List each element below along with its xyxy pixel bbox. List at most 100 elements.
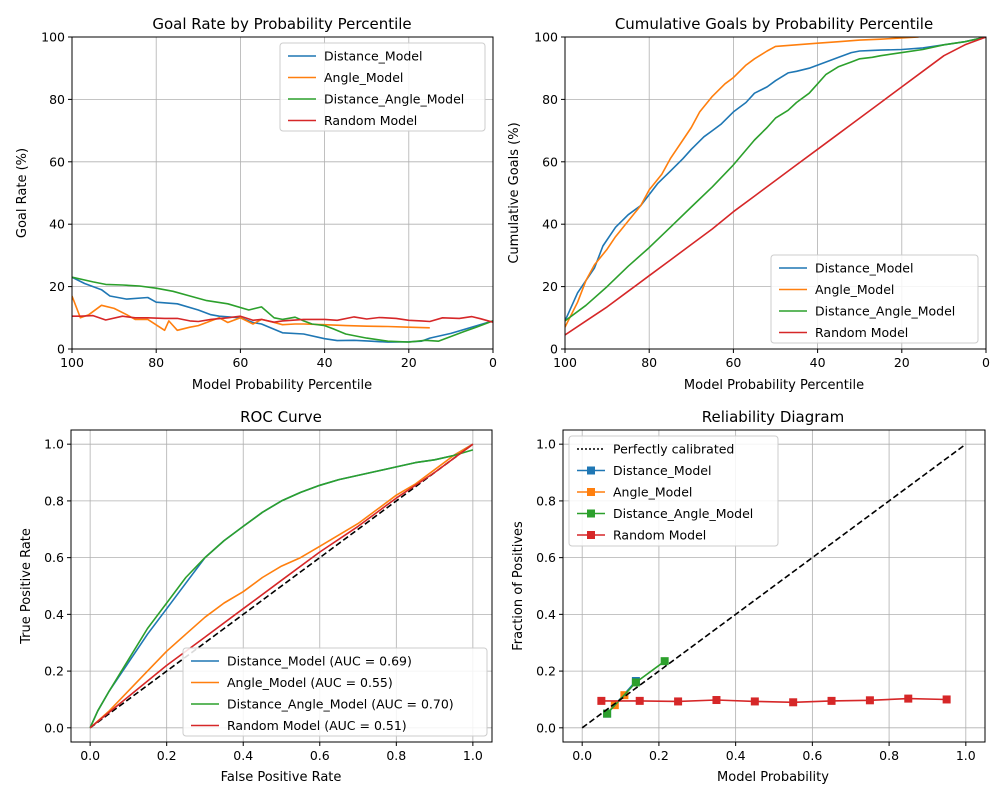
legend-item: Distance_Angle_Model xyxy=(779,304,955,319)
y-tick-label: 40 xyxy=(542,217,558,232)
data-point xyxy=(635,696,644,705)
legend-label: Distance_Model xyxy=(815,261,913,276)
legend-label: Distance_Angle_Model xyxy=(613,506,753,521)
legend-label: Angle_Model xyxy=(815,282,894,297)
data-layer xyxy=(565,37,986,336)
legend-label: Distance_Angle_Model (AUC = 0.70) xyxy=(227,697,454,712)
legend-label: Angle_Model xyxy=(613,485,692,500)
cumulative-goals-panel: 100 80 60 40 20 0 0 20 40 60 80 100 Distance_Model An… xyxy=(507,15,990,393)
y-tick-label: 0.4 xyxy=(536,607,556,622)
panel-title: Cumulative Goals by Probability Percenti… xyxy=(615,15,933,33)
plot-area: 100 80 60 40 20 0 0 20 40 60 80 100 Distance_Model An… xyxy=(534,30,990,371)
legend: Distance_Model Angle_Model Distance_Angle_… xyxy=(279,42,486,132)
legend-frame xyxy=(279,42,486,132)
y-tick-label: 0 xyxy=(57,342,65,357)
legend-marker xyxy=(587,531,595,539)
legend-label: Distance_Model (AUC = 0.69) xyxy=(227,654,412,669)
legend-item: Distance_Angle_Model (AUC = 0.70) xyxy=(191,697,454,712)
y-tick-label: 100 xyxy=(534,30,558,45)
y-tick-label: 0.2 xyxy=(536,664,556,679)
x-axis-label: Model Probability xyxy=(717,770,829,785)
legend-item: Random Model xyxy=(288,113,417,128)
data-point xyxy=(631,678,640,687)
y-tick-label: 0.0 xyxy=(44,720,64,735)
legend-label: Perfectly calibrated xyxy=(613,442,734,457)
chance-diagonal xyxy=(89,443,474,729)
series-line xyxy=(72,314,493,324)
legend-item: Distance_Angle_Model xyxy=(288,92,464,107)
y-tick-label: 0.0 xyxy=(536,720,556,735)
roc-curve-panel: 0.0 0.2 0.4 0.6 0.8 1.0 0.0 0.2 0.4 0.6 0.8 1.0 Dist… xyxy=(19,408,493,785)
x-tick-label: 0.4 xyxy=(726,748,746,763)
legend-item: Random Model xyxy=(779,325,908,340)
panel-title: Goal Rate by Probability Percentile xyxy=(152,15,411,33)
y-axis-label: Cumulative Goals (%) xyxy=(507,122,522,263)
series-line xyxy=(565,37,919,328)
y-tick-label: 0.2 xyxy=(44,664,64,679)
x-tick-label: 40 xyxy=(810,355,826,370)
legend-label: Random Model xyxy=(613,528,706,543)
legend: Distance_Model (AUC = 0.69) Angle_Model (… xyxy=(182,647,488,737)
series-line xyxy=(89,443,474,729)
legend-item: Random Model xyxy=(577,528,706,543)
x-tick-label: 0 xyxy=(489,355,497,370)
series-line xyxy=(601,697,947,704)
plot-area: 0.0 0.2 0.4 0.6 0.8 1.0 0.0 0.2 0.4 0.6 0.8 1.0 Dist… xyxy=(44,429,493,763)
legend-label: Distance_Angle_Model xyxy=(324,92,464,107)
series-line xyxy=(565,37,986,322)
x-tick-label: 60 xyxy=(725,355,741,370)
legend-marker xyxy=(587,488,595,496)
axes-frame xyxy=(564,36,987,350)
legend-item: Perfectly calibrated xyxy=(577,442,734,457)
series-line xyxy=(89,443,474,729)
y-tick-label: 20 xyxy=(49,279,65,294)
data-point xyxy=(827,696,836,705)
y-tick-label: 40 xyxy=(49,217,65,232)
legend-item: Distance_Model xyxy=(779,261,913,276)
data-point xyxy=(712,696,721,705)
y-tick-label: 80 xyxy=(49,92,65,107)
y-tick-label: 0.8 xyxy=(536,493,556,508)
y-tick-label: 0 xyxy=(550,342,558,357)
data-point xyxy=(789,698,798,707)
legend-item: Distance_Model xyxy=(288,49,422,64)
legend-label: Distance_Angle_Model xyxy=(815,304,955,319)
legend-frame xyxy=(568,435,779,547)
panel-title: ROC Curve xyxy=(240,408,322,426)
axes-frame xyxy=(71,36,494,350)
series-line xyxy=(565,37,986,322)
x-tick-label: 0.0 xyxy=(80,748,100,763)
data-layer xyxy=(72,276,493,343)
legend-item: Distance_Model xyxy=(577,463,711,478)
x-tick-label: 0.4 xyxy=(233,748,253,763)
data-layer xyxy=(581,443,967,729)
data-point xyxy=(942,695,951,704)
y-tick-label: 20 xyxy=(542,279,558,294)
data-point xyxy=(865,696,874,705)
y-tick-label: 80 xyxy=(542,92,558,107)
y-tick-label: 1.0 xyxy=(44,437,64,452)
data-point xyxy=(750,697,759,706)
data-point xyxy=(674,697,683,706)
data-layer xyxy=(89,443,474,729)
x-axis-label: Model Probability Percentile xyxy=(684,378,864,393)
panel-title: Reliability Diagram xyxy=(702,408,844,426)
x-tick-label: 1.0 xyxy=(956,748,976,763)
plot-area: 0.0 0.2 0.4 0.6 0.8 1.0 0.0 0.2 0.4 0.6 0.8 1.0 Perf… xyxy=(536,429,986,763)
x-tick-label: 0.6 xyxy=(310,748,330,763)
y-tick-label: 0.8 xyxy=(44,493,64,508)
data-point xyxy=(660,657,669,666)
series-line xyxy=(72,295,430,332)
legend-item: Random Model (AUC = 0.51) xyxy=(191,718,407,733)
series-line xyxy=(89,449,474,729)
goal-rate-panel: 100 80 60 40 20 0 0 20 40 60 80 100 Distance_Model An… xyxy=(15,15,497,393)
axes-frame xyxy=(562,429,986,743)
x-tick-label: 0.8 xyxy=(879,748,899,763)
x-axis-label: False Positive Rate xyxy=(221,770,342,785)
y-tick-label: 60 xyxy=(542,154,558,169)
reliability-diagram-panel: 0.0 0.2 0.4 0.6 0.8 1.0 0.0 0.2 0.4 0.6 0.8 1.0 Perf… xyxy=(511,408,986,785)
legend-item: Distance_Model (AUC = 0.69) xyxy=(191,654,412,669)
y-axis-label: Goal Rate (%) xyxy=(15,148,30,238)
data-point xyxy=(603,709,612,718)
